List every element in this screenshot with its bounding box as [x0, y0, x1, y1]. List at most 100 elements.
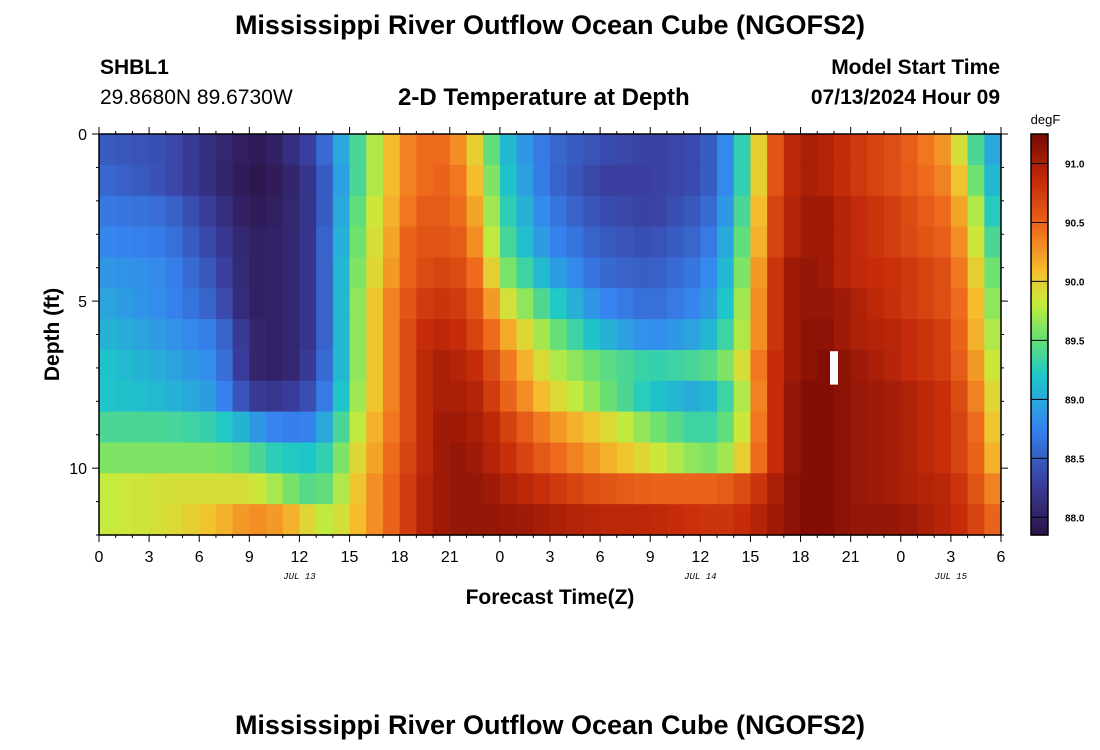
heatmap-cell — [817, 288, 835, 320]
heatmap-cell — [382, 411, 401, 444]
heatmap-cell — [99, 473, 117, 505]
heatmap-cell — [583, 257, 601, 289]
heatmap-cell — [266, 226, 284, 258]
heatmap-cell — [633, 257, 651, 289]
heatmap-cell — [850, 473, 868, 505]
heatmap-cell — [416, 442, 434, 474]
colorbar-segment — [1031, 317, 1048, 322]
heatmap-cell — [399, 257, 417, 289]
heatmap-cell — [433, 380, 451, 413]
heatmap-cell — [499, 195, 518, 228]
heatmap-cell — [182, 164, 200, 197]
colorbar-segment — [1031, 194, 1048, 199]
heatmap-cell — [934, 504, 952, 536]
x-tick-label: 12 — [691, 549, 709, 566]
heatmap-cell — [449, 319, 468, 351]
heatmap-cell — [616, 380, 635, 413]
heatmap-cell — [750, 380, 768, 413]
heatmap-cell — [600, 380, 618, 413]
heatmap-cell — [950, 504, 969, 536]
heatmap-cell — [783, 380, 802, 413]
heatmap-cell — [733, 411, 752, 444]
heatmap-cell — [650, 380, 668, 413]
heatmap-cell — [867, 411, 885, 444]
colorbar-segment — [1031, 150, 1048, 155]
heatmap-cell — [215, 504, 234, 536]
heatmap-cell — [733, 134, 752, 166]
heatmap-cell — [249, 349, 267, 382]
heatmap-cell — [199, 411, 217, 444]
heatmap-cell — [934, 473, 952, 505]
heatmap-cell — [683, 134, 701, 166]
heatmap-cell — [817, 319, 835, 351]
heatmap-cell — [600, 134, 618, 166]
heatmap-cell — [115, 442, 133, 474]
colorbar-segment — [1031, 250, 1048, 255]
heatmap-cell — [717, 411, 735, 444]
y-tick-label: 0 — [78, 127, 87, 144]
heatmap-cell — [165, 257, 184, 289]
heatmap-cell — [115, 380, 133, 413]
heatmap-cell — [533, 411, 551, 444]
heatmap-cell — [900, 288, 919, 320]
x-tick-label: 3 — [145, 549, 154, 566]
heatmap-cell — [182, 504, 200, 536]
heatmap-cell — [550, 411, 568, 444]
heatmap-cell — [449, 504, 468, 536]
heatmap-cells — [99, 134, 1002, 536]
heatmap-cell — [650, 319, 668, 351]
heatmap-cell — [733, 257, 752, 289]
colorbar-segment — [1031, 384, 1048, 389]
heatmap-cell — [215, 473, 234, 505]
heatmap-cell — [316, 380, 334, 413]
heatmap-cell — [416, 195, 434, 228]
colorbar-segment — [1031, 424, 1048, 429]
colorbar-segment — [1031, 381, 1048, 386]
colorbar-segment — [1031, 531, 1048, 536]
heatmap-cell — [99, 134, 117, 166]
heatmap-cell — [717, 288, 735, 320]
heatmap-cell — [483, 288, 501, 320]
heatmap-cell — [249, 380, 267, 413]
colorbar-segment — [1031, 184, 1048, 189]
heatmap-cell — [399, 319, 417, 351]
heatmap-cell — [416, 380, 434, 413]
colorbar-segment — [1031, 361, 1048, 366]
heatmap-cell — [717, 257, 735, 289]
x-tick-label: 0 — [95, 549, 104, 566]
heatmap-cell — [984, 319, 1002, 351]
heatmap-cell — [934, 442, 952, 474]
heatmap-cell — [533, 442, 551, 474]
heatmap-cell — [232, 319, 250, 351]
heatmap-cell — [165, 442, 184, 474]
heatmap-cell — [767, 380, 785, 413]
chart-title: Mississippi River Outflow Ocean Cube (NG… — [234, 10, 866, 40]
heatmap-cell — [366, 473, 384, 505]
heatmap-cell — [666, 319, 685, 351]
heatmap-cell — [867, 473, 885, 505]
heatmap-cell — [900, 195, 919, 228]
heatmap-cell — [449, 226, 468, 258]
heatmap-cell — [733, 319, 752, 351]
heatmap-cell — [516, 473, 534, 505]
heatmap-cell — [516, 195, 534, 228]
heatmap-cell — [99, 319, 117, 351]
heatmap-cell — [967, 164, 985, 197]
heatmap-cell — [867, 442, 885, 474]
colorbar-frame — [1030, 133, 1049, 536]
heatmap-cell — [132, 504, 150, 536]
heatmap-cell — [149, 473, 167, 505]
heatmap-cell — [499, 411, 518, 444]
heatmap-cell — [149, 134, 167, 166]
colorbar-segment — [1031, 377, 1048, 382]
colorbar-segment — [1031, 190, 1048, 195]
heatmap-cell — [583, 226, 601, 258]
heatmap-cell — [332, 442, 351, 474]
heatmap-cell — [449, 134, 468, 166]
heatmap-cell — [533, 164, 551, 197]
heatmap-cell — [249, 473, 267, 505]
colorbar-segment — [1031, 438, 1048, 443]
heatmap-cell — [316, 319, 334, 351]
heatmap-cell — [349, 319, 367, 351]
heatmap-cell — [115, 164, 133, 197]
